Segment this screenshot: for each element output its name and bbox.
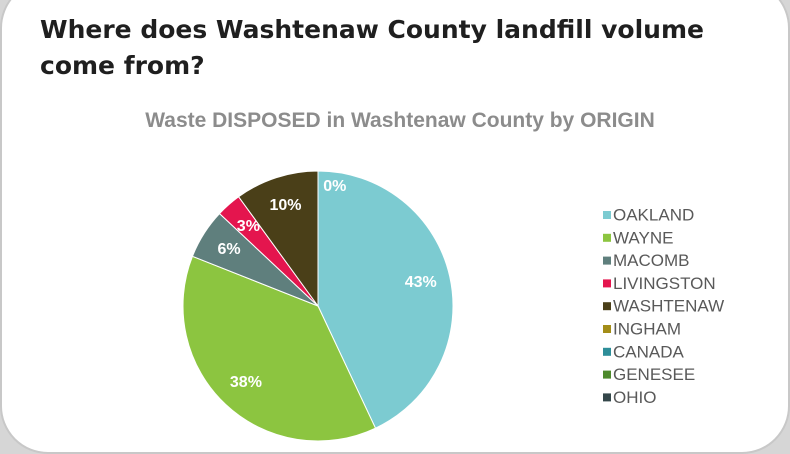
legend-swatch	[603, 370, 611, 379]
legend-label: MACOMB	[613, 251, 690, 270]
legend-swatch	[603, 279, 611, 288]
legend-swatch	[603, 347, 611, 356]
legend-swatch	[603, 325, 611, 333]
data-label: 6%	[218, 241, 241, 258]
pie-slice	[182, 255, 377, 442]
legend-swatch	[603, 393, 611, 402]
pie-slice	[237, 170, 319, 308]
legend-label: CANADA	[613, 342, 685, 361]
data-label: 3%	[237, 218, 260, 235]
legend-swatch	[603, 256, 611, 265]
data-label: 38%	[230, 374, 262, 391]
chart: 43% 38% 6% 3% 10% 0% OAKLAND WAYNE MACOMB LIVINGS…	[182, 170, 724, 442]
legend-label: INGHAM	[613, 319, 681, 338]
legend-label: OHIO	[613, 388, 656, 407]
data-label: 0%	[323, 178, 346, 195]
legend-label: WASHTENAW	[613, 297, 724, 316]
legend-swatch	[603, 211, 611, 219]
legend-label: LIVINGSTON	[613, 274, 716, 293]
data-label: 10%	[269, 197, 301, 214]
pie-slice	[317, 170, 454, 429]
page-heading: Where does Washtenaw County landfill vol…	[40, 15, 704, 80]
data-label: 43%	[405, 274, 437, 291]
legend-label: GENESEE	[613, 365, 695, 384]
legend-swatch	[603, 302, 611, 311]
legend-label: WAYNE	[613, 228, 673, 247]
legend-swatch	[603, 233, 611, 242]
chart-title: Waste DISPOSED in Washtenaw County by OR…	[145, 109, 655, 132]
legend-label: OAKLAND	[613, 205, 694, 224]
